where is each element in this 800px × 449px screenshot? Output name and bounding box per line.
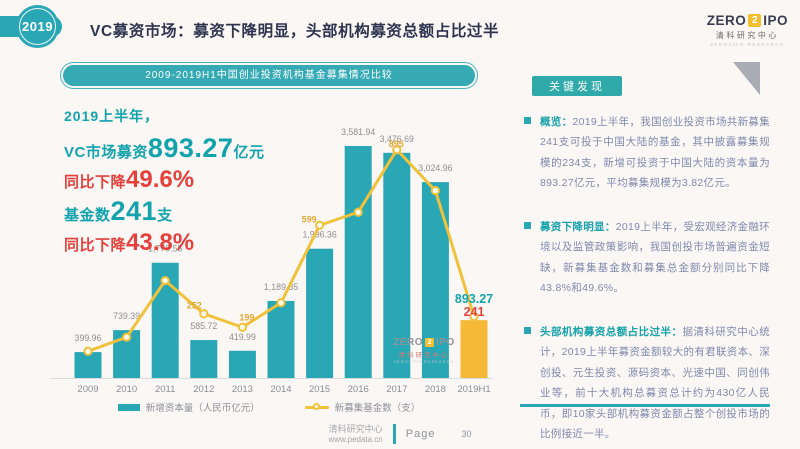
stat-capital: VC市场募资 893.27 亿元 (64, 133, 265, 163)
bar-2009 (74, 352, 102, 378)
watermark-two-icon: 2 (425, 338, 435, 347)
bar-2012 (190, 340, 218, 378)
x-axis-label: 2018 (425, 384, 446, 395)
x-axis-label: 2011 (155, 384, 175, 395)
legend-item-capital: 新增资本量（人民币亿元） (117, 400, 260, 414)
bullet-marker (524, 326, 531, 334)
bar-value-label: 1,996.36 (302, 230, 336, 240)
line-marker-2013 (237, 322, 247, 332)
chart-title-banner: 2009-2019H1中国创业投资机构基金募集情况比较 (60, 62, 478, 89)
finding-overview: 概览：2019上半年，我国创业投资市场共新募集241支可投于中国大陆的基金，其中… (524, 112, 770, 194)
legend-line-label: 新募集基金数（支） (334, 403, 421, 414)
line-marker-2017 (392, 145, 402, 155)
legend-line-swatch (304, 402, 329, 410)
bar-value-label: 1,779.55 (148, 244, 182, 254)
h1-funds-label: 241 (464, 305, 485, 319)
stat-fund-yoy: 同比下降 43.8% (64, 229, 195, 256)
line-marker-2014 (276, 298, 286, 308)
footer-site: www.pedata.cn (328, 435, 383, 444)
logo-org-name: 清科研究中心 (715, 31, 779, 40)
line-value-label: 895 (389, 139, 404, 149)
line-marker-2016 (353, 207, 363, 217)
fundraising-chart: 399.96 2009 739.39 2010 1,779.55 2011 585.72 20… (50, 127, 493, 395)
line-marker-2009 (83, 346, 93, 356)
finding-top-institutions: 头部机构募资总额占比过半：据清科研究中心统计，2019上半年募资金额较大的有君联… (524, 322, 770, 445)
line-marker-2019H1 (469, 311, 479, 322)
chart-legend: 新增资本量（人民币亿元） 新募集基金数（支） (44, 400, 494, 414)
bar-2014 (267, 300, 295, 378)
x-axis-label: 2012 (193, 384, 214, 395)
stat-capital-yoy: 同比下降 49.6% (64, 166, 195, 193)
key-findings-badge: 关键发现 (532, 76, 622, 96)
bar-value-label: 739.39 (113, 311, 140, 321)
legend-bar-swatch (117, 403, 140, 411)
line-marker-2011 (160, 275, 170, 286)
legend-item-funds: 新募集基金数（支） (304, 400, 421, 414)
logo-text-zero: ZERO (706, 13, 747, 28)
x-axis-label: 2019H1 (457, 384, 490, 395)
line-marker-2015 (315, 220, 325, 230)
logo-text-ipo: IPO (763, 13, 788, 28)
page-title: VC募资市场：募资下降明显，头部机构募资总额占比过半 (90, 23, 500, 40)
year-badge: 2019 (16, 5, 59, 48)
bar-value-label: 399.96 (75, 333, 102, 343)
bar-2013 (228, 350, 256, 378)
chart-watermark: ZERO 2 IPO 清科研究中心 ZERO2IPO RESEARCH (393, 337, 455, 364)
year-badge-ring (19, 8, 56, 45)
highlight-stats: 2019上半年， VC市场募资 893.27 亿元 同比下降 49.6% 基金数… (64, 106, 264, 259)
bar-2019H1 (460, 320, 488, 378)
line-marker-2012 (199, 309, 209, 319)
bar-2015 (306, 248, 334, 378)
line-marker-2010 (122, 332, 132, 342)
corner-fold-icon (733, 62, 760, 95)
x-axis-label: 2017 (386, 384, 407, 395)
bar-value-label: 3,476.69 (380, 134, 414, 144)
bar-2016 (344, 146, 372, 378)
footer-page-label: Page (405, 428, 436, 441)
stat-fund-count: 基金数 241 支 (64, 196, 173, 226)
stat-period: 2019上半年， (64, 108, 160, 124)
logo-tagline: ZERO2IPO RESEARCH (710, 42, 785, 47)
bar-value-label: 585.72 (190, 321, 217, 331)
bar-value-label: 3,581.94 (341, 127, 375, 137)
x-axis-label: 2015 (309, 384, 330, 395)
chart-title: 2009-2019H1中国创业投资机构基金募集情况比较 (63, 65, 475, 86)
key-findings-list: 概览：2019上半年，我国创业投资市场共新募集241支可投于中国大陆的基金，其中… (524, 112, 770, 449)
h1-capital-label: 893.27 (455, 292, 493, 306)
bullet-marker (524, 117, 531, 124)
legend-bar-label: 新增资本量（人民币亿元） (145, 403, 260, 414)
footer: 清科研究中心 www.pedata.cn Page 30 (0, 424, 800, 445)
panel-underline (520, 404, 770, 407)
logo-two-icon: 2 (748, 14, 762, 27)
bar-2017 (383, 152, 411, 378)
bar-value-label: 3,024.96 (418, 163, 452, 173)
x-axis-label: 2009 (77, 384, 98, 395)
footer-divider (392, 424, 396, 445)
zero2ipo-logo: ZERO 2 IPO 清科研究中心 ZERO2IPO RESEARCH (707, 13, 788, 47)
finding-decline: 募资下降明显：2019上半年，受宏观经济金融环境以及监管政策影响，我国创投市场普… (524, 217, 770, 299)
bar-value-label: 419.99 (229, 332, 256, 342)
x-axis-label: 2013 (232, 384, 253, 395)
line-value-label: 199 (239, 312, 254, 322)
bar-value-label: 1,189.85 (264, 282, 298, 292)
x-axis-label: 2014 (270, 384, 291, 395)
footer-page-number: 30 (461, 429, 472, 440)
line-value-label: 599 (302, 214, 317, 224)
x-axis-label: 2010 (116, 384, 137, 395)
line-value-label: 252 (187, 301, 202, 311)
line-marker-2018 (430, 185, 440, 196)
bullet-marker (524, 221, 531, 229)
x-axis-label: 2016 (348, 384, 369, 395)
footer-org: 清科研究中心 www.pedata.cn (328, 423, 383, 444)
